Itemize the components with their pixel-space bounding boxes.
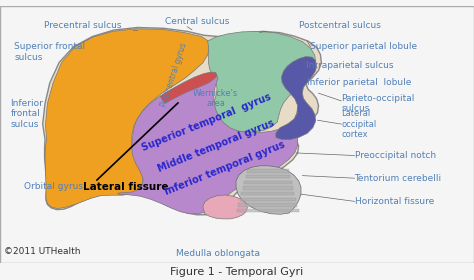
- Polygon shape: [45, 29, 210, 209]
- Polygon shape: [246, 175, 290, 178]
- Text: Superior frontal
sulcus: Superior frontal sulcus: [14, 42, 85, 62]
- Polygon shape: [238, 204, 297, 207]
- Polygon shape: [247, 169, 289, 172]
- Text: Lateral fissure: Lateral fissure: [83, 182, 168, 192]
- Polygon shape: [208, 31, 316, 132]
- Text: Orbital gyrus: Orbital gyrus: [24, 182, 82, 191]
- Text: Superior temporal  gyrus: Superior temporal gyrus: [140, 92, 273, 153]
- Text: Inferior temporal gyrus: Inferior temporal gyrus: [164, 140, 287, 197]
- Text: Middle temporal gyrus: Middle temporal gyrus: [156, 118, 275, 174]
- Text: Figure 1 - Temporal Gyri: Figure 1 - Temporal Gyri: [170, 267, 304, 277]
- Text: Parieto-occipital
sulcus: Parieto-occipital sulcus: [341, 94, 415, 113]
- Polygon shape: [276, 57, 317, 139]
- Text: Lateral
occipital
cortex: Lateral occipital cortex: [341, 109, 376, 139]
- Polygon shape: [240, 198, 296, 201]
- Text: Precentral sulcus: Precentral sulcus: [44, 21, 122, 30]
- Text: Medulla oblongata: Medulla oblongata: [176, 249, 260, 258]
- Polygon shape: [237, 209, 299, 212]
- Text: Central sulcus: Central sulcus: [164, 17, 229, 26]
- Text: Wernicke's
area: Wernicke's area: [193, 89, 238, 108]
- Text: Horizontal fissure: Horizontal fissure: [355, 197, 434, 206]
- Polygon shape: [236, 166, 301, 214]
- Polygon shape: [43, 27, 321, 215]
- Polygon shape: [160, 72, 217, 104]
- Text: Preoccipital notch: Preoccipital notch: [355, 151, 436, 160]
- Text: ©2011 UTHealth: ©2011 UTHealth: [4, 247, 80, 256]
- Polygon shape: [203, 195, 247, 219]
- Text: Tentorium cerebelli: Tentorium cerebelli: [355, 174, 442, 183]
- Polygon shape: [241, 192, 294, 195]
- Text: Inferior parietal  lobule: Inferior parietal lobule: [307, 78, 411, 87]
- Text: Inferior
frontal
sulcus: Inferior frontal sulcus: [10, 99, 43, 129]
- Text: Postcentral gyrus: Postcentral gyrus: [160, 42, 189, 108]
- Text: Postcentral sulcus: Postcentral sulcus: [299, 21, 381, 30]
- Text: Intraparietal sulcus: Intraparietal sulcus: [306, 61, 393, 70]
- Polygon shape: [118, 74, 298, 214]
- Polygon shape: [244, 181, 292, 184]
- Polygon shape: [243, 186, 293, 190]
- Text: Superior parietal lobule: Superior parietal lobule: [310, 42, 418, 51]
